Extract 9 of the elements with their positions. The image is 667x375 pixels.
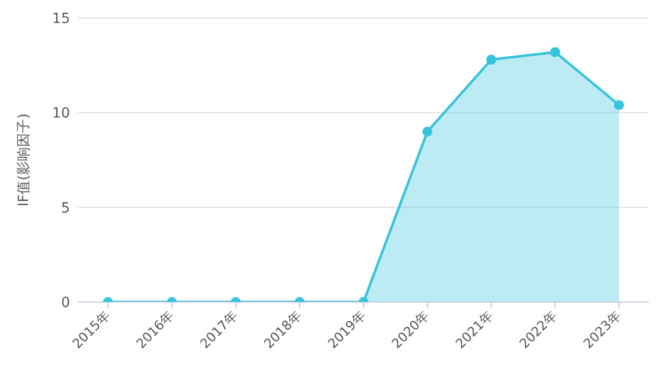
y-tick-label: 0 (61, 294, 70, 311)
point (422, 126, 432, 137)
y-tick-label: 15 (52, 10, 70, 27)
y-tick-label: 5 (61, 200, 70, 216)
point (550, 47, 560, 58)
y-tick-label: 10 (52, 106, 70, 122)
point (486, 54, 496, 65)
point (614, 100, 624, 110)
y-axis-title: IF值(影响因子) (16, 113, 32, 207)
